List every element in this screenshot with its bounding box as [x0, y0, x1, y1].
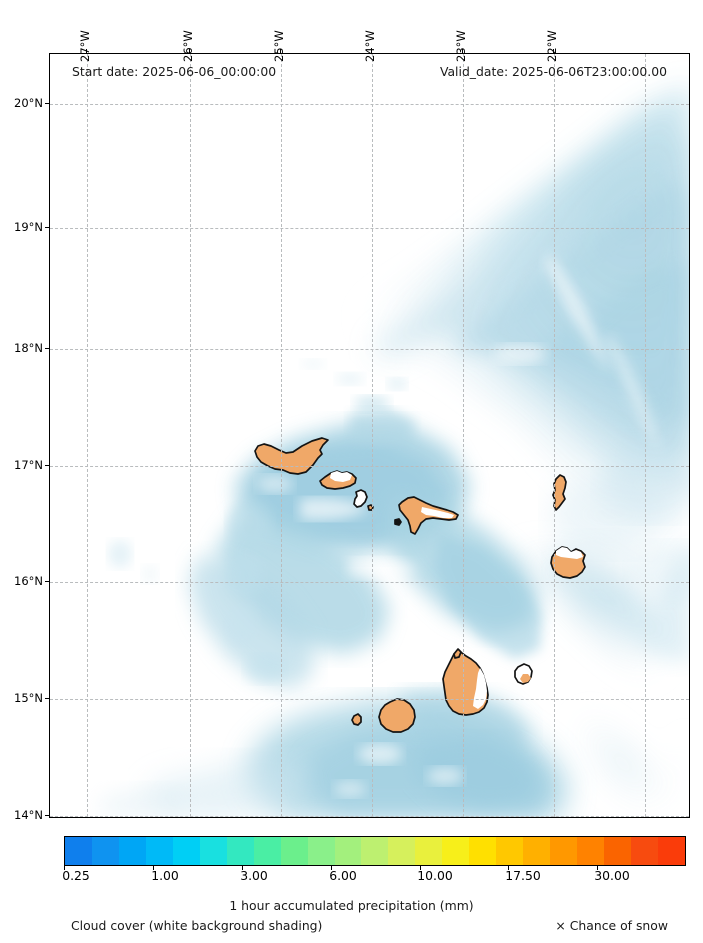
island-sao-nicolau	[398, 496, 459, 535]
lon-tickmark-27w	[86, 49, 87, 53]
lon-tick-label-25w: 25°W	[272, 30, 286, 62]
island-branco	[367, 504, 374, 511]
colorbar-segment-20	[604, 837, 632, 865]
island-santa-luzia	[353, 489, 368, 508]
colorbar-segment-7	[253, 837, 281, 865]
lon-tickmark-26w	[189, 49, 190, 53]
colorbar-segment-12	[388, 837, 416, 865]
lat-tickmark-20n	[45, 103, 49, 104]
lon-tick-label-26w: 26°W	[181, 30, 195, 62]
lon-tick-label-27w: 27°W	[78, 30, 92, 62]
cb-tick-label-3: 6.00	[329, 868, 357, 883]
cb-tick-label-0: 0.25	[62, 868, 90, 883]
snow-cross-icon: ×	[555, 918, 566, 933]
cb-tickmark-6	[597, 866, 598, 870]
cb-tickmark-5	[508, 866, 509, 870]
cb-tick-label-4: 10.00	[417, 868, 453, 883]
lon-tickmark-23w	[462, 49, 463, 53]
lat-tick-label-20n: 20°N	[14, 96, 43, 110]
colorbar-segment-17	[523, 837, 551, 865]
lat-tickmark-18n	[45, 348, 49, 349]
lat-tick-label-18n: 18°N	[14, 341, 43, 355]
lon-tick-label-24w: 24°W	[363, 30, 377, 62]
colorbar-segment-0	[65, 837, 92, 865]
island-raso	[394, 518, 402, 526]
island-fogo	[378, 698, 416, 733]
lat-tick-label-16n: 16°N	[14, 574, 43, 588]
colorbar-segment-5	[199, 837, 227, 865]
islands-layer	[254, 437, 586, 733]
cb-tick-label-2: 3.00	[240, 868, 268, 883]
cb-tick-label-6: 30.00	[594, 868, 630, 883]
colorbar-segment-21	[631, 837, 658, 865]
cloud-cover-west-patches	[108, 498, 285, 683]
cloud-cover-legend-label: Cloud cover (white background shading)	[71, 918, 323, 933]
colorbar-title: 1 hour accumulated precipitation (mm)	[229, 898, 474, 913]
colorbar-segment-8	[280, 837, 308, 865]
cb-tick-label-5: 17.50	[505, 868, 541, 883]
lon-tickmark-24w	[371, 49, 372, 53]
colorbar-segment-14	[442, 837, 470, 865]
lat-tickmark-19n	[45, 227, 49, 228]
santiago-north-tip	[453, 648, 462, 659]
colorbar-tick-labels: 0.25 1.00 3.00 6.00 10.00 17.50 30.00	[0, 868, 703, 886]
colorbar-segment-22	[657, 837, 685, 865]
lat-tick-label-14n: 14°N	[14, 808, 43, 822]
colorbar-segment-6	[226, 837, 254, 865]
cb-tickmark-0	[64, 866, 65, 870]
lon-tick-label-22w: 22°W	[545, 30, 559, 62]
lon-tick-label-23w: 23°W	[454, 30, 468, 62]
cloud-cover-southern-band	[95, 689, 570, 817]
cb-tickmark-2	[242, 866, 243, 870]
colorbar-segment-9	[307, 837, 335, 865]
map-plot-area[interactable]: Start date: 2025-06-06_00:00:00 Valid_da…	[49, 53, 690, 818]
cb-tickmark-3	[331, 866, 332, 870]
island-santo-antao	[254, 437, 329, 475]
cloud-over-sao-vicente	[330, 471, 352, 482]
cloud-over-santiago	[473, 668, 487, 709]
lat-tickmark-17n	[45, 465, 49, 466]
lat-tickmark-15n	[45, 698, 49, 699]
cb-tick-label-1: 1.00	[151, 868, 179, 883]
lon-tickmark-25w	[280, 49, 281, 53]
lat-tick-label-19n: 19°N	[14, 220, 43, 234]
colorbar-segment-1	[91, 837, 119, 865]
lat-tickmark-16n	[45, 581, 49, 582]
cloud-over-boa-vista	[556, 547, 583, 559]
colorbar-segment-11	[361, 837, 389, 865]
island-brava	[351, 713, 362, 726]
cb-tickmark-4	[420, 866, 421, 870]
maio-orange-patch	[520, 674, 531, 683]
map-field-svg	[50, 54, 689, 817]
colorbar-segment-10	[334, 837, 362, 865]
colorbar-segment-16	[496, 837, 524, 865]
colorbar-segment-19	[577, 837, 605, 865]
colorbar-segment-18	[550, 837, 578, 865]
colorbar-segment-3	[145, 837, 173, 865]
cloud-over-sao-nicolau	[421, 507, 454, 518]
snow-legend: × Chance of snow	[555, 918, 668, 933]
map-raster-layer	[50, 54, 689, 817]
lon-tickmark-22w	[553, 49, 554, 53]
colorbar-segment-13	[415, 837, 443, 865]
precipitation-colorbar[interactable]	[64, 836, 686, 866]
lat-tick-label-17n: 17°N	[14, 458, 43, 472]
cb-tickmark-1	[153, 866, 154, 870]
colorbar-segment-15	[469, 837, 497, 865]
lat-tickmark-14n	[45, 815, 49, 816]
colorbar-segment-2	[118, 837, 146, 865]
colorbar-segment-4	[172, 837, 200, 865]
lat-tick-label-15n: 15°N	[14, 691, 43, 705]
snow-legend-label: Chance of snow	[569, 918, 668, 933]
cloud-cover-northeast	[300, 84, 689, 554]
legend-row: Cloud cover (white background shading) ×…	[49, 918, 690, 933]
